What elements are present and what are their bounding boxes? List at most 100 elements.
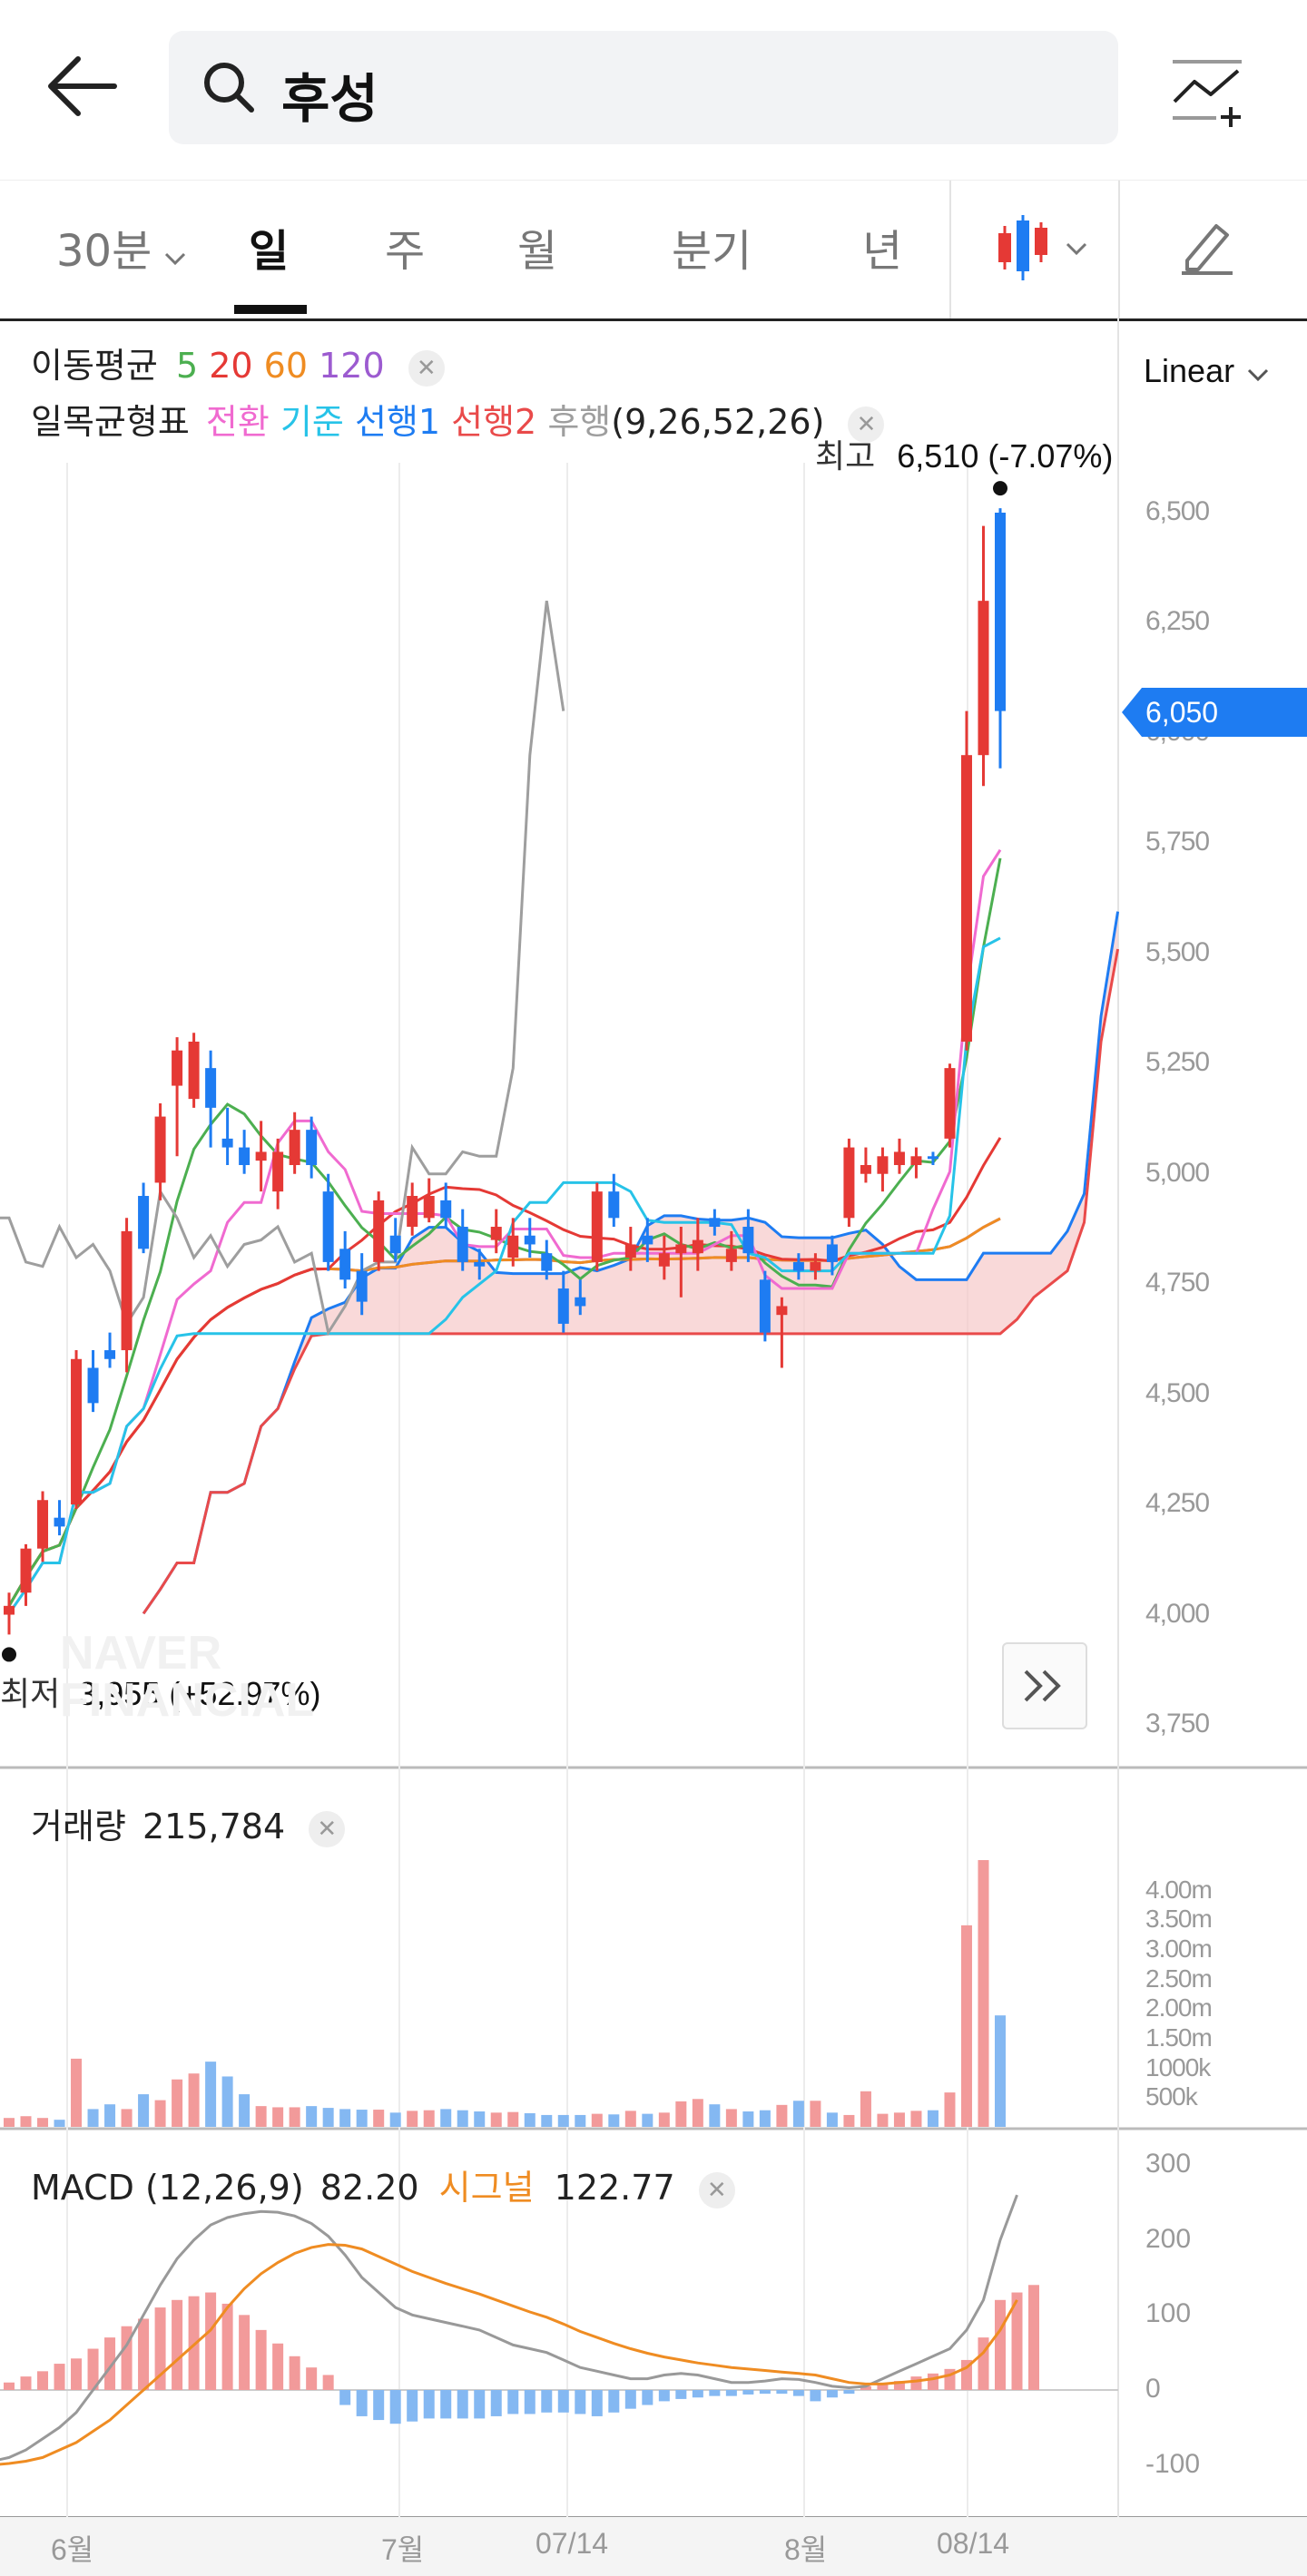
close-volume-icon[interactable]: ✕ bbox=[309, 1810, 346, 1847]
tab-year[interactable]: 년 bbox=[862, 226, 903, 277]
volume-bar bbox=[927, 2110, 938, 2127]
expand-chart-button[interactable] bbox=[1002, 1642, 1087, 1729]
candle-body bbox=[172, 1050, 183, 1086]
volume-bar bbox=[575, 2114, 586, 2127]
candle-body bbox=[692, 1239, 703, 1254]
scale-select[interactable]: Linear bbox=[1144, 352, 1269, 390]
candle-body bbox=[104, 1350, 116, 1359]
macd-histogram-bar bbox=[877, 2384, 889, 2390]
macd-tick: 300 bbox=[1145, 2149, 1192, 2179]
low-marker-label: 최저 3,955 (+52.97%) bbox=[0, 1675, 321, 1713]
ma-60: 60 bbox=[263, 346, 309, 386]
candle-body bbox=[138, 1196, 150, 1249]
macd-histogram-bar bbox=[608, 2390, 620, 2413]
candle-body bbox=[54, 1517, 65, 1527]
macd-title: MACD (12,26,9) bbox=[31, 2168, 304, 2208]
macd-histogram-bar bbox=[221, 2303, 233, 2390]
candle-body bbox=[490, 1227, 502, 1240]
candle-body bbox=[893, 1151, 905, 1166]
macd-histogram-bar bbox=[373, 2390, 385, 2421]
ichimoku-base: 기준 bbox=[280, 402, 344, 442]
volume-bar bbox=[221, 2076, 233, 2127]
close-macd-icon[interactable]: ✕ bbox=[698, 2171, 735, 2209]
period-tabs: 30분 일 주 월 분기 년 bbox=[0, 180, 1307, 321]
x-tick: 8월 bbox=[784, 2533, 828, 2566]
volume-bar bbox=[87, 2109, 99, 2127]
volume-bar bbox=[978, 1860, 989, 2127]
close-ma-icon[interactable]: ✕ bbox=[408, 349, 445, 387]
macd-plot bbox=[0, 2194, 1040, 2466]
low-value: 3,955 (+52.97%) bbox=[78, 1675, 321, 1712]
macd-histogram-bar bbox=[71, 2358, 83, 2390]
macd-histogram-bar bbox=[490, 2390, 502, 2416]
candle-body bbox=[709, 1218, 721, 1228]
volume-bar bbox=[306, 2106, 318, 2127]
ma-120: 120 bbox=[319, 346, 385, 386]
tab-week[interactable]: 주 bbox=[385, 226, 426, 277]
macd-histogram-bar bbox=[742, 2390, 754, 2395]
signal-title: 시그널 bbox=[438, 2168, 535, 2208]
ichimoku-legend: 일목균형표 전환 기준 선행1 선행2 후행(9,26,52,26) ✕ bbox=[31, 394, 885, 444]
macd-histogram-bar bbox=[172, 2299, 183, 2390]
close-ichimoku-icon[interactable]: ✕ bbox=[848, 406, 885, 443]
macd-histogram-bar bbox=[37, 2371, 49, 2390]
candle-body bbox=[239, 1147, 251, 1166]
tab-30min[interactable]: 30분 bbox=[56, 215, 186, 279]
candle-body bbox=[792, 1261, 804, 1271]
ma-20: 20 bbox=[209, 346, 253, 386]
macd-histogram-bar bbox=[306, 2367, 318, 2390]
macd-histogram-bar bbox=[4, 2382, 15, 2390]
candle-body bbox=[474, 1261, 486, 1267]
volume-bar bbox=[407, 2111, 418, 2127]
volume-bar bbox=[121, 2109, 133, 2127]
macd-histogram-bar bbox=[725, 2390, 737, 2396]
macd-line bbox=[0, 2194, 1018, 2462]
macd-histogram-bar bbox=[826, 2390, 838, 2398]
active-tab-indicator bbox=[234, 305, 307, 314]
tab-day[interactable]: 일 bbox=[249, 226, 290, 277]
volume-tick: 500k bbox=[1145, 2082, 1198, 2111]
volume-bar bbox=[725, 2109, 737, 2127]
tab-quarter[interactable]: 분기 bbox=[672, 226, 752, 277]
candle-body bbox=[978, 601, 989, 756]
volume-bar bbox=[642, 2113, 654, 2127]
macd-histogram-bar bbox=[591, 2390, 603, 2416]
volume-bar bbox=[373, 2110, 385, 2127]
high-value: 6,510 (-7.07%) bbox=[897, 437, 1114, 475]
macd-histogram-bar bbox=[205, 2292, 217, 2390]
volume-bar bbox=[877, 2113, 889, 2127]
ichimoku-lagging: 후행 bbox=[547, 402, 612, 442]
x-tick: 6월 bbox=[51, 2533, 94, 2566]
volume-bar bbox=[675, 2101, 687, 2127]
add-comparison-chart-icon[interactable] bbox=[1171, 54, 1243, 127]
macd-histogram-bar bbox=[927, 2373, 938, 2390]
volume-bar bbox=[524, 2112, 536, 2127]
candle-body bbox=[255, 1151, 267, 1161]
macd-histogram-bar bbox=[843, 2390, 855, 2395]
macd-histogram-bar bbox=[541, 2390, 553, 2413]
tab-divider bbox=[1118, 181, 1120, 318]
tab-month[interactable]: 월 bbox=[517, 226, 558, 277]
candle-body bbox=[776, 1306, 788, 1316]
ma-title: 이동평균 bbox=[31, 346, 158, 386]
high-point-dot bbox=[993, 481, 1007, 496]
search-input[interactable]: 후성 bbox=[169, 31, 1118, 144]
volume-bar bbox=[104, 2104, 116, 2127]
candle-body bbox=[154, 1116, 166, 1183]
x-tick: 08/14 bbox=[937, 2527, 1010, 2560]
back-arrow-icon[interactable] bbox=[42, 50, 123, 122]
price-tick: 5,500 bbox=[1145, 936, 1210, 967]
price-tick: 6,250 bbox=[1145, 606, 1210, 637]
macd-tick: 0 bbox=[1145, 2374, 1161, 2404]
edit-pencil-icon[interactable] bbox=[1180, 217, 1234, 275]
candle-body bbox=[87, 1367, 99, 1404]
macd-histogram-bar bbox=[272, 2343, 284, 2390]
stock-chart[interactable] bbox=[0, 318, 1307, 2576]
x-tick: 7월 bbox=[381, 2533, 425, 2566]
candle-body bbox=[944, 1068, 956, 1139]
price-tick: 6,500 bbox=[1145, 496, 1210, 526]
candle-body bbox=[121, 1230, 133, 1351]
candle-type-icon[interactable] bbox=[995, 215, 1095, 288]
top-bar: 후성 bbox=[0, 0, 1307, 178]
volume-bar bbox=[944, 2092, 956, 2127]
